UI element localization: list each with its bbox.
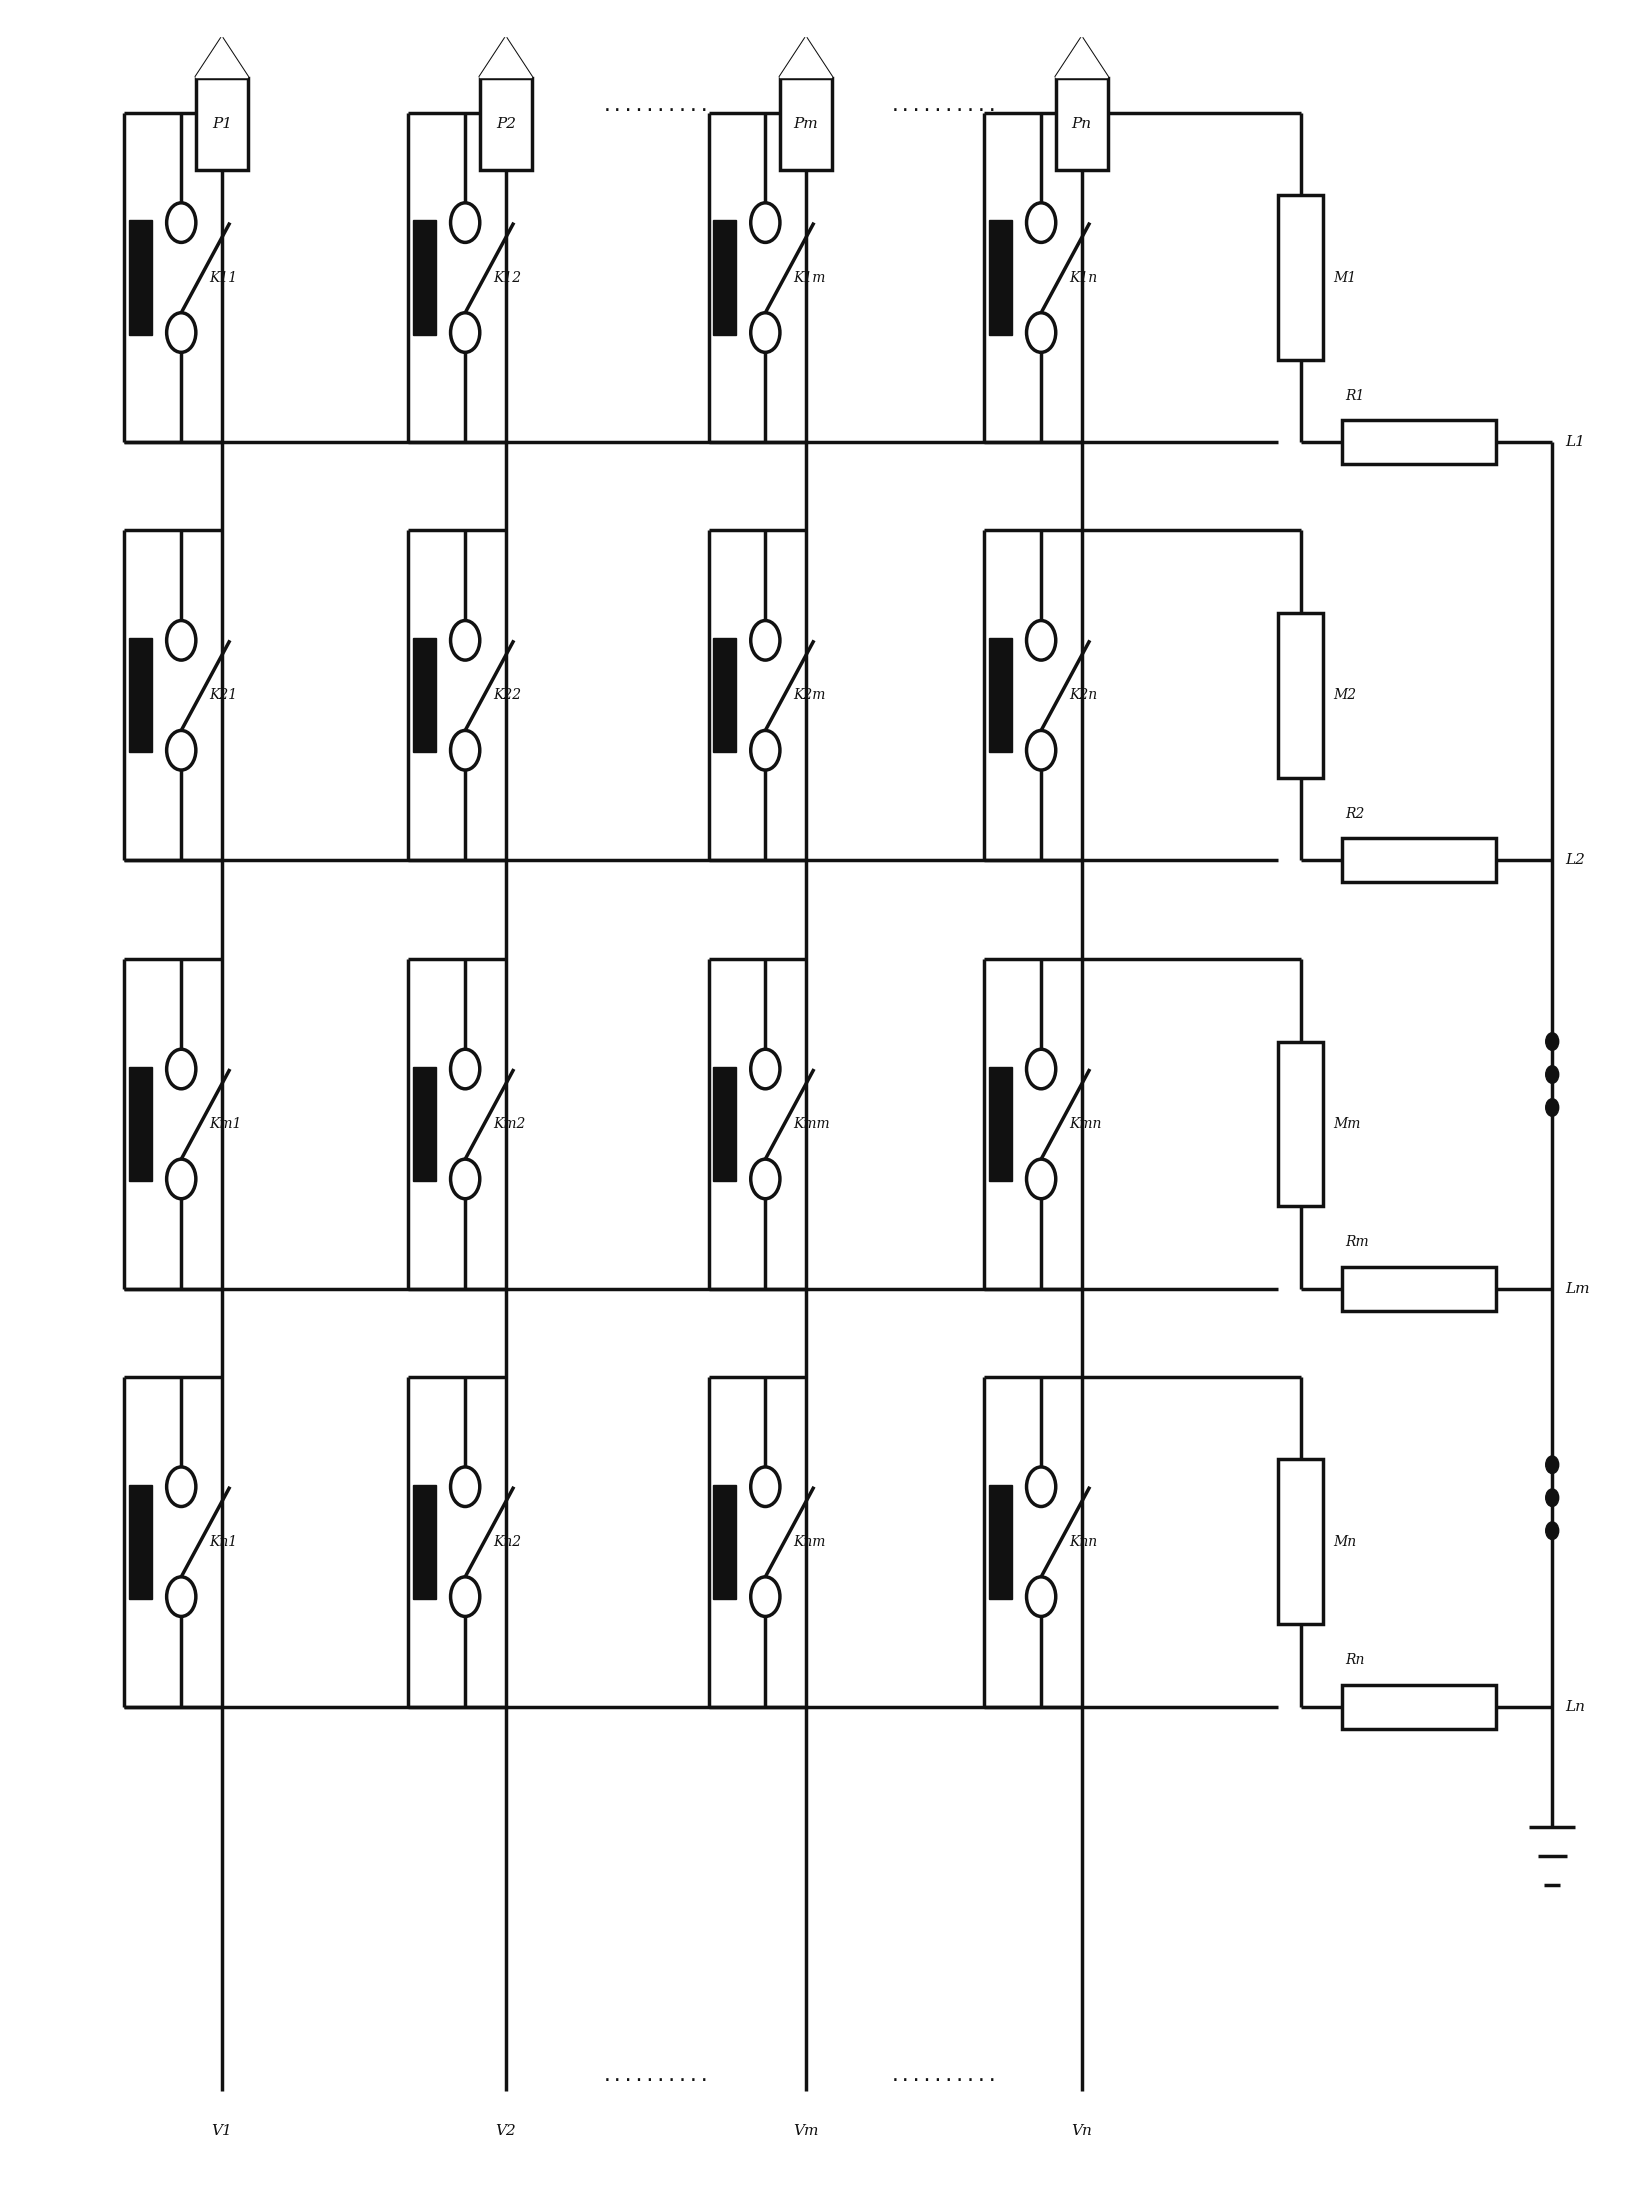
- Circle shape: [1545, 1034, 1558, 1051]
- Polygon shape: [713, 639, 736, 752]
- Text: Pn: Pn: [1071, 117, 1092, 130]
- Bar: [1341, 421, 1496, 465]
- Text: Rm: Rm: [1345, 1234, 1369, 1250]
- Text: Kmn: Kmn: [1068, 1117, 1101, 1131]
- Text: V2: V2: [495, 2125, 516, 2138]
- Bar: [1278, 613, 1324, 778]
- Polygon shape: [129, 220, 151, 335]
- Bar: [1278, 1042, 1324, 1206]
- Polygon shape: [713, 1485, 736, 1598]
- Text: ..........: ..........: [601, 2067, 710, 2085]
- Text: Vn: Vn: [1071, 2125, 1092, 2138]
- Text: K21: K21: [208, 688, 238, 703]
- Polygon shape: [414, 639, 436, 752]
- Bar: [1341, 1267, 1496, 1311]
- Polygon shape: [990, 639, 1013, 752]
- Circle shape: [1545, 1490, 1558, 1508]
- Text: V1: V1: [212, 2125, 233, 2138]
- Polygon shape: [414, 1485, 436, 1598]
- Circle shape: [1545, 1100, 1558, 1115]
- Text: Knm: Knm: [793, 1534, 825, 1549]
- Bar: [1341, 1684, 1496, 1728]
- Bar: [1055, 77, 1107, 170]
- Polygon shape: [129, 1067, 151, 1181]
- Polygon shape: [1055, 37, 1107, 77]
- Text: ..........: ..........: [889, 97, 998, 115]
- Polygon shape: [414, 1067, 436, 1181]
- Circle shape: [1545, 1457, 1558, 1474]
- Text: Pm: Pm: [793, 117, 819, 130]
- Polygon shape: [780, 37, 832, 77]
- Bar: [1278, 196, 1324, 359]
- Text: M2: M2: [1333, 688, 1356, 703]
- Text: M1: M1: [1333, 271, 1356, 284]
- Text: K22: K22: [493, 688, 521, 703]
- Text: Kn2: Kn2: [493, 1534, 521, 1549]
- Polygon shape: [129, 639, 151, 752]
- Text: Km2: Km2: [493, 1117, 526, 1131]
- Text: K11: K11: [208, 271, 238, 284]
- Text: P1: P1: [212, 117, 231, 130]
- Text: K1m: K1m: [793, 271, 825, 284]
- Text: K1n: K1n: [1068, 271, 1097, 284]
- Polygon shape: [414, 220, 436, 335]
- Polygon shape: [480, 37, 532, 77]
- Text: Km1: Km1: [208, 1117, 241, 1131]
- Bar: [480, 77, 532, 170]
- Text: L1: L1: [1565, 436, 1586, 450]
- Polygon shape: [990, 220, 1013, 335]
- Polygon shape: [713, 1067, 736, 1181]
- Bar: [780, 77, 832, 170]
- Text: Vm: Vm: [793, 2125, 819, 2138]
- Text: R2: R2: [1345, 807, 1364, 820]
- Text: K2n: K2n: [1068, 688, 1097, 703]
- Text: R1: R1: [1345, 388, 1364, 403]
- Polygon shape: [129, 1485, 151, 1598]
- Circle shape: [1545, 1067, 1558, 1084]
- Text: Kmm: Kmm: [793, 1117, 830, 1131]
- Text: Ln: Ln: [1565, 1699, 1586, 1713]
- Text: K2m: K2m: [793, 688, 825, 703]
- Polygon shape: [195, 37, 247, 77]
- Bar: [1341, 838, 1496, 882]
- Text: Lm: Lm: [1565, 1283, 1591, 1296]
- Polygon shape: [990, 1485, 1013, 1598]
- Text: Kn1: Kn1: [208, 1534, 238, 1549]
- Bar: [1278, 1459, 1324, 1624]
- Bar: [195, 77, 247, 170]
- Text: ..........: ..........: [601, 97, 710, 115]
- Text: L2: L2: [1565, 853, 1586, 866]
- Circle shape: [1545, 1523, 1558, 1538]
- Text: Mm: Mm: [1333, 1117, 1361, 1131]
- Polygon shape: [990, 1067, 1013, 1181]
- Text: Rn: Rn: [1345, 1653, 1364, 1666]
- Text: Knn: Knn: [1068, 1534, 1097, 1549]
- Text: P2: P2: [497, 117, 516, 130]
- Text: Mn: Mn: [1333, 1534, 1356, 1549]
- Text: K12: K12: [493, 271, 521, 284]
- Text: ..........: ..........: [889, 2067, 998, 2085]
- Polygon shape: [713, 220, 736, 335]
